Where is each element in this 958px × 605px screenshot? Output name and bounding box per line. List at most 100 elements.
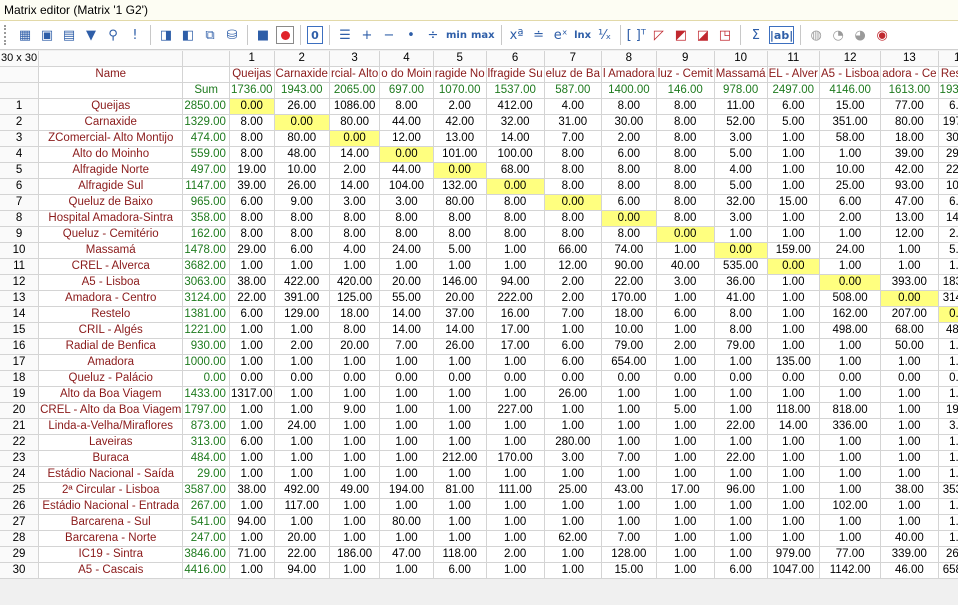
matrix-cell[interactable]: 47.00 bbox=[379, 546, 434, 563]
matrix-cell[interactable]: 8.00 bbox=[229, 210, 275, 227]
matrix-cell[interactable]: 1.00 bbox=[601, 418, 657, 435]
matrix-cell[interactable]: 81.00 bbox=[433, 482, 487, 499]
matrix-cell[interactable]: 1.00 bbox=[938, 354, 958, 371]
matrix-cell[interactable]: 0.00 bbox=[486, 178, 545, 195]
matrix-cell[interactable]: 1.00 bbox=[486, 498, 545, 515]
matrix-cell[interactable]: 6.00 bbox=[229, 306, 275, 323]
matrix-cell[interactable]: 80.00 bbox=[880, 114, 939, 131]
matrix-cell[interactable]: 20.00 bbox=[433, 290, 487, 307]
matrix-cell[interactable]: 101.00 bbox=[433, 146, 487, 163]
binoculars-icon[interactable]: ⚲ bbox=[108, 27, 118, 43]
matrix-cell[interactable]: 125.00 bbox=[329, 290, 381, 307]
matrix-cell[interactable]: 132.00 bbox=[433, 178, 487, 195]
matrix-cell[interactable]: 3.00 bbox=[938, 418, 958, 435]
matrix-cell[interactable]: 1.00 bbox=[544, 466, 602, 483]
row-header-24[interactable]: 24 bbox=[0, 466, 40, 483]
min-icon[interactable]: min bbox=[446, 29, 467, 41]
matrix-cell[interactable]: 1.00 bbox=[819, 530, 882, 547]
matrix-cell[interactable]: 1.00 bbox=[938, 338, 958, 355]
matrix-cell[interactable]: 26.00 bbox=[274, 178, 330, 195]
matrix-cell[interactable]: 1.00 bbox=[656, 498, 715, 515]
matrix-cell[interactable]: 1.00 bbox=[714, 514, 768, 531]
matrix-cell[interactable]: 0.00 bbox=[329, 130, 381, 147]
matrix-cell[interactable]: 1.00 bbox=[714, 498, 768, 515]
matrix-cell[interactable]: 42.00 bbox=[433, 114, 487, 131]
matrix-cell[interactable]: 207.00 bbox=[880, 306, 939, 323]
matrix-cell[interactable]: 100.00 bbox=[486, 146, 545, 163]
stop-icon[interactable]: ■ bbox=[256, 27, 270, 43]
matrix-cell[interactable]: 90.00 bbox=[601, 258, 657, 275]
matrix-cell[interactable]: 6.00 bbox=[601, 146, 657, 163]
row-header-5[interactable]: 5 bbox=[0, 162, 40, 179]
matrix-cell[interactable]: 39.00 bbox=[229, 178, 275, 195]
matrix-cell[interactable]: 0.00 bbox=[819, 370, 882, 387]
matrix-cell[interactable]: 654.00 bbox=[601, 354, 657, 371]
matrix-cell[interactable]: 186.00 bbox=[329, 546, 381, 563]
matrix-cell[interactable]: 50.00 bbox=[880, 338, 939, 355]
matrix-cell[interactable]: 10.00 bbox=[819, 162, 882, 179]
diag-icon-4[interactable]: ◳ bbox=[718, 27, 732, 43]
matrix-cell[interactable]: 2.00 bbox=[819, 210, 882, 227]
matrix-cell[interactable]: 6.00 bbox=[544, 338, 602, 355]
matrix-cell[interactable]: 1.00 bbox=[433, 514, 487, 531]
matrix-cell[interactable]: 8.00 bbox=[229, 130, 275, 147]
matrix-cell[interactable]: 1.00 bbox=[379, 402, 434, 419]
matrix-cell[interactable]: 0.00 bbox=[486, 370, 545, 387]
matrix-cell[interactable]: 1.00 bbox=[486, 466, 545, 483]
matrix-cell[interactable]: 48.00 bbox=[274, 146, 330, 163]
matrix-cell[interactable]: 0.00 bbox=[433, 370, 487, 387]
matrix-cell[interactable]: 22.00 bbox=[601, 274, 657, 291]
matrix-cell[interactable]: 1.00 bbox=[229, 530, 275, 547]
matrix-cell[interactable]: 391.00 bbox=[274, 290, 330, 307]
matrix-cell[interactable]: 8.00 bbox=[329, 210, 381, 227]
matrix-cell[interactable]: 44.00 bbox=[379, 114, 434, 131]
matrix-cell[interactable]: 1.00 bbox=[938, 498, 958, 515]
matrix-cell[interactable]: 22.00 bbox=[274, 546, 330, 563]
row-header-10[interactable]: 10 bbox=[0, 242, 40, 259]
matrix-cell[interactable]: 0.00 bbox=[379, 146, 434, 163]
matrix-cell[interactable]: 0.00 bbox=[880, 290, 939, 307]
matrix-cell[interactable]: 1.00 bbox=[656, 546, 715, 563]
matrix-cell[interactable]: 1.00 bbox=[656, 562, 715, 579]
matrix-cell[interactable]: 8.00 bbox=[714, 322, 768, 339]
matrix-cell[interactable]: 5.00 bbox=[656, 402, 715, 419]
matrix-cell[interactable]: 94.00 bbox=[229, 514, 275, 531]
matrix-cell[interactable]: 8.00 bbox=[544, 210, 602, 227]
matrix-cell[interactable]: 8.00 bbox=[229, 146, 275, 163]
matrix-cell[interactable]: 1.00 bbox=[229, 322, 275, 339]
matrix-cell[interactable]: 1.00 bbox=[329, 466, 381, 483]
matrix-cell[interactable]: 498.00 bbox=[819, 322, 882, 339]
matrix-cell[interactable]: 18.00 bbox=[329, 306, 381, 323]
matrix-cell[interactable]: 0.00 bbox=[433, 162, 487, 179]
matrix-cell[interactable]: 79.00 bbox=[601, 338, 657, 355]
matrix-cell[interactable]: 1.00 bbox=[767, 130, 821, 147]
matrix-cell[interactable]: 8.00 bbox=[656, 162, 715, 179]
matrix-size-corner[interactable]: 30 x 30 bbox=[0, 51, 40, 67]
exp-icon[interactable]: eˣ bbox=[553, 27, 568, 43]
divide-icon[interactable]: ÷ bbox=[427, 27, 439, 43]
matrix-cell[interactable]: 0.00 bbox=[274, 114, 330, 131]
matrix-cell[interactable]: 1.00 bbox=[767, 434, 821, 451]
matrix-cell[interactable]: 11.00 bbox=[714, 98, 768, 115]
matrix-cell[interactable]: 1.00 bbox=[486, 386, 545, 403]
matrix-cell[interactable]: 1.00 bbox=[433, 530, 487, 547]
matrix-cell[interactable]: 1.00 bbox=[329, 258, 381, 275]
matrix-cell[interactable]: 1.00 bbox=[656, 242, 715, 259]
matrix-cell[interactable]: 80.00 bbox=[329, 114, 381, 131]
matrix-cell[interactable]: 1.00 bbox=[329, 434, 381, 451]
matrix-cell[interactable]: 129.00 bbox=[274, 306, 330, 323]
matrix-cell[interactable]: 135.00 bbox=[767, 354, 821, 371]
matrix-cell[interactable]: 1.00 bbox=[486, 514, 545, 531]
matrix-cell[interactable]: 1.00 bbox=[329, 354, 381, 371]
matrix-cell[interactable]: 227.00 bbox=[486, 402, 545, 419]
matrix-cell[interactable]: 8.00 bbox=[601, 162, 657, 179]
matrix-cell[interactable]: 30.00 bbox=[601, 114, 657, 131]
matrix-cell[interactable]: 2.00 bbox=[656, 338, 715, 355]
abs-icon[interactable]: |ab| bbox=[768, 26, 795, 44]
matrix-cell[interactable]: 197.00 bbox=[938, 114, 958, 131]
matrix-cell[interactable]: 1.00 bbox=[714, 466, 768, 483]
matrix-cell[interactable]: 0.00 bbox=[229, 370, 275, 387]
matrix-cell[interactable]: 1142.00 bbox=[819, 562, 882, 579]
matrix-cell[interactable]: 26.00 bbox=[274, 98, 330, 115]
row-header-1[interactable]: 1 bbox=[0, 98, 40, 115]
